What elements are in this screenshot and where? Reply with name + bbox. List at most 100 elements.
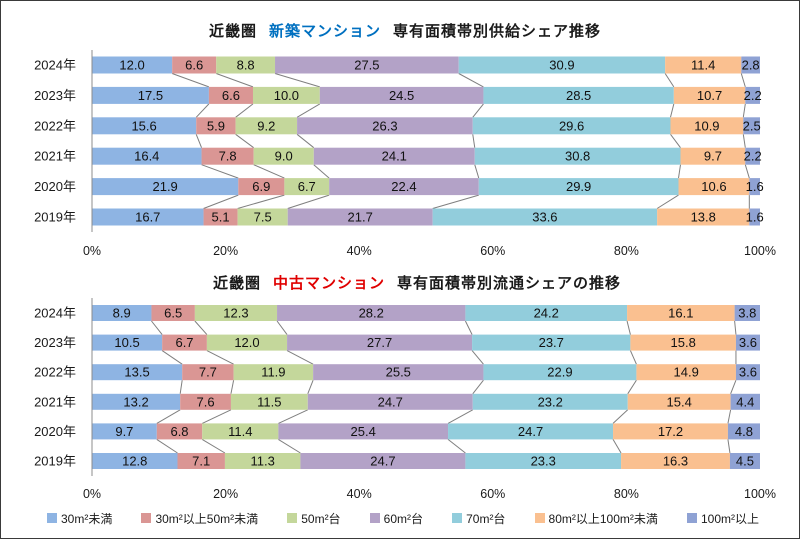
bar-segment	[729, 453, 760, 469]
bar-segment	[287, 208, 433, 226]
data-label: 7.5	[254, 210, 272, 225]
bar-segment	[92, 208, 204, 226]
category-label: 2024年	[34, 306, 76, 321]
category-label: 2023年	[34, 88, 76, 103]
legend-item: 60m²台	[369, 510, 423, 527]
series-line	[179, 380, 183, 394]
bar-segment	[730, 393, 760, 410]
bar-segment	[177, 453, 225, 469]
x-tick-label: 20%	[213, 244, 238, 258]
x-tick-label: 40%	[347, 244, 372, 258]
legend-swatch	[534, 513, 545, 523]
series-line	[307, 380, 314, 394]
bar-segment	[745, 86, 760, 104]
category-label: 2022年	[34, 365, 76, 380]
series-line	[206, 350, 234, 365]
data-label: 2.5	[743, 118, 761, 133]
category-label: 2019年	[34, 210, 76, 225]
series-line	[472, 134, 476, 148]
data-label: 12.3	[223, 306, 248, 321]
bar-segment	[735, 364, 760, 381]
chart-new-condo: 12.0 6.6 8.8 27.5 30.9 11.4 2.8 17.5 6.6 10.0 24.5…	[34, 50, 776, 258]
series-line	[201, 164, 239, 179]
data-label: 10.0	[274, 88, 299, 103]
series-line	[744, 164, 750, 179]
data-label: 6.7	[175, 335, 193, 350]
series-line	[201, 438, 226, 454]
data-label: 7.8	[219, 149, 237, 164]
data-label: 2.2	[744, 88, 762, 103]
title-subject: 専有面積帯別供給シェア推移	[393, 22, 602, 40]
series-line	[151, 320, 163, 335]
bar-segment	[194, 305, 278, 321]
series-line	[195, 134, 203, 148]
chart-title-used-condo: 近畿圏 中古マンション 専有面積帯別流通シェアの推移	[47, 272, 787, 294]
series-line	[612, 409, 629, 424]
series-line	[730, 380, 737, 394]
title-region: 近畿圏	[212, 274, 261, 292]
legend-item: 100m²以上	[686, 510, 759, 527]
series-lines	[151, 320, 737, 454]
series-line	[472, 379, 484, 395]
bar-segment	[287, 334, 473, 351]
bar-segment	[92, 86, 209, 104]
bar-segment	[636, 364, 736, 381]
bar-segment	[734, 305, 760, 321]
bar-segment	[238, 178, 285, 196]
bar-segment	[745, 147, 760, 165]
series-line	[216, 73, 254, 88]
data-label: 27.7	[367, 335, 392, 350]
bar-segment	[472, 334, 631, 351]
category-label: 2023年	[34, 335, 76, 350]
data-label: 10.6	[701, 179, 726, 194]
data-label: 24.7	[370, 454, 395, 469]
bar-segment	[300, 453, 466, 469]
data-label: 11.5	[257, 394, 281, 409]
data-label: 10.9	[694, 118, 719, 133]
data-label: 12.8	[122, 454, 147, 469]
bar-segment	[627, 305, 735, 321]
data-label: 24.2	[534, 306, 559, 321]
data-label: 6.8	[170, 424, 188, 439]
series-line	[296, 133, 315, 149]
bar-segment	[483, 364, 637, 381]
data-label: 4.8	[735, 424, 753, 439]
legend-swatch	[369, 513, 380, 523]
series-line	[464, 320, 473, 335]
title-region: 近畿圏	[208, 22, 257, 40]
series-line	[447, 439, 466, 454]
data-label: 6.7	[298, 179, 316, 194]
bar-segment	[458, 56, 666, 74]
series-line	[627, 379, 637, 395]
data-label: 9.7	[115, 424, 133, 439]
bar-segment	[613, 423, 728, 440]
series-line	[447, 409, 474, 424]
data-label: 27.5	[354, 58, 379, 73]
data-label: 25.5	[386, 365, 411, 380]
data-label: 7.1	[192, 454, 210, 469]
legend-swatch	[47, 513, 57, 523]
x-tick-label: 80%	[614, 244, 639, 258]
bar-segment	[162, 334, 207, 351]
series-line	[253, 164, 285, 179]
data-label: 6.6	[185, 58, 203, 73]
bars	[92, 305, 760, 469]
data-label: 15.8	[671, 335, 696, 350]
series-line	[656, 194, 679, 209]
series-line	[458, 73, 484, 88]
bar-segment	[313, 364, 484, 381]
data-label: 9.7	[704, 149, 722, 164]
bar-segment	[743, 117, 760, 135]
bar-segment	[680, 147, 746, 165]
legend-item: 70m²台	[452, 510, 505, 527]
bar-segment	[275, 56, 459, 74]
bar-segment	[216, 56, 276, 74]
series-line	[664, 73, 675, 88]
data-label: 16.4	[134, 149, 159, 164]
data-label: 25.4	[351, 424, 376, 439]
bar-segment	[182, 364, 234, 381]
series-line	[276, 320, 288, 335]
data-label: 8.9	[113, 306, 131, 321]
x-tick-label: 60%	[480, 487, 505, 501]
series-line	[734, 320, 737, 335]
